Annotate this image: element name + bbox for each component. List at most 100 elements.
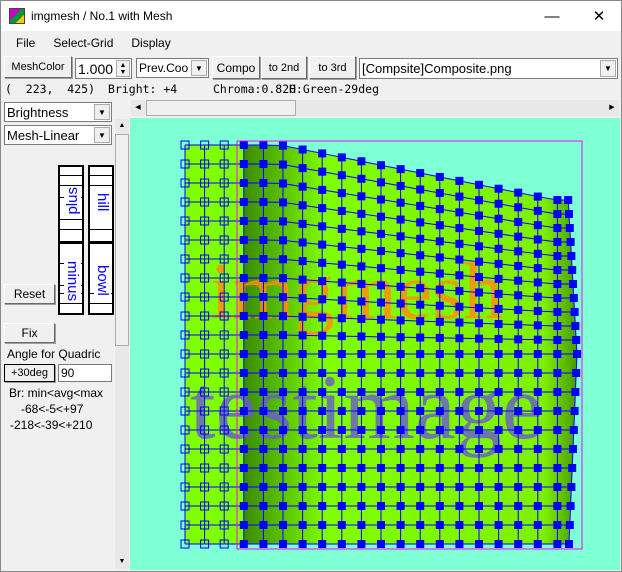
mesh-control-point[interactable]: [279, 160, 287, 169]
mesh-control-point[interactable]: [435, 521, 444, 529]
mesh-control-point[interactable]: [553, 502, 562, 510]
mesh-control-point[interactable]: [219, 311, 229, 321]
mesh-control-point[interactable]: [259, 179, 268, 187]
mesh-control-point[interactable]: [533, 521, 542, 529]
mesh-control-point[interactable]: [219, 482, 229, 492]
mesh-control-point[interactable]: [494, 483, 503, 491]
mesh-control-point[interactable]: [396, 299, 405, 308]
mesh-color-button[interactable]: MeshColor: [4, 56, 72, 78]
mesh-control-point[interactable]: [337, 464, 346, 472]
mesh-control-point[interactable]: [219, 406, 229, 416]
mesh-control-point[interactable]: [533, 426, 542, 434]
mesh-control-point[interactable]: [533, 388, 542, 396]
mesh-control-point[interactable]: [200, 235, 210, 245]
mesh-control-point[interactable]: [377, 298, 385, 307]
mesh-control-point[interactable]: [180, 501, 190, 511]
mesh-control-point[interactable]: [337, 483, 346, 491]
mesh-control-point[interactable]: [279, 217, 287, 226]
mesh-control-point[interactable]: [494, 407, 503, 415]
mesh-control-point[interactable]: [377, 332, 385, 341]
mesh-control-point[interactable]: [455, 369, 464, 377]
mesh-control-point[interactable]: [533, 206, 542, 215]
mesh-control-point[interactable]: [318, 502, 327, 510]
mesh-control-point[interactable]: [337, 171, 346, 180]
mesh-control-point[interactable]: [553, 445, 562, 453]
mesh-control-point[interactable]: [571, 322, 580, 330]
mesh-control-point[interactable]: [298, 201, 307, 210]
mesh-control-point[interactable]: [435, 350, 444, 358]
mesh-control-point[interactable]: [219, 387, 229, 397]
mesh-control-point[interactable]: [568, 266, 577, 274]
mesh-control-point[interactable]: [298, 521, 307, 529]
mesh-control-point[interactable]: [570, 308, 579, 316]
mesh-control-point[interactable]: [337, 502, 346, 510]
mesh-control-point[interactable]: [298, 164, 307, 173]
mesh-control-point[interactable]: [298, 407, 307, 415]
mesh-control-point[interactable]: [475, 483, 483, 491]
mesh-control-point[interactable]: [494, 184, 503, 193]
mesh-control-point[interactable]: [357, 244, 366, 253]
mesh-control-point[interactable]: [572, 336, 581, 344]
mesh-control-point[interactable]: [219, 330, 229, 340]
mesh-control-point[interactable]: [279, 198, 287, 207]
mesh-control-point[interactable]: [475, 211, 483, 220]
mesh-control-point[interactable]: [455, 334, 464, 343]
mesh-control-point[interactable]: [180, 368, 190, 378]
mesh-control-point[interactable]: [180, 520, 190, 530]
hill-bowl-slider[interactable]: hill bowl: [88, 165, 114, 315]
mesh-control-point[interactable]: [567, 252, 576, 260]
mesh-control-point[interactable]: [416, 483, 425, 491]
compo-button[interactable]: Compo: [212, 56, 260, 79]
mesh-control-point[interactable]: [318, 369, 327, 377]
mesh-control-point[interactable]: [573, 350, 581, 358]
mesh-control-point[interactable]: [514, 291, 523, 300]
mesh-control-point[interactable]: [435, 285, 444, 294]
mesh-control-point[interactable]: [357, 157, 366, 166]
mesh-grid[interactable]: [180, 140, 581, 549]
mesh-control-point[interactable]: [416, 502, 425, 510]
mesh-control-point[interactable]: [318, 185, 327, 194]
mesh-control-point[interactable]: [494, 521, 503, 529]
mesh-control-point[interactable]: [435, 189, 444, 198]
mesh-control-point[interactable]: [377, 426, 385, 434]
mesh-control-point[interactable]: [239, 236, 248, 244]
mesh-control-point[interactable]: [180, 197, 190, 207]
mesh-control-point[interactable]: [396, 198, 405, 207]
mesh-control-point[interactable]: [494, 319, 503, 328]
mesh-control-point[interactable]: [566, 238, 575, 246]
mesh-control-point[interactable]: [219, 254, 229, 264]
mesh-control-point[interactable]: [435, 269, 444, 278]
mesh-control-point[interactable]: [357, 350, 366, 358]
mesh-control-point[interactable]: [318, 464, 327, 472]
mesh-control-point[interactable]: [514, 276, 523, 285]
mesh-control-point[interactable]: [180, 482, 190, 492]
mesh-control-point[interactable]: [514, 203, 523, 212]
mesh-control-point[interactable]: [200, 349, 210, 359]
mesh-control-point[interactable]: [279, 464, 287, 472]
mesh-control-point[interactable]: [239, 312, 248, 320]
mesh-control-point[interactable]: [514, 483, 523, 491]
mesh-control-point[interactable]: [219, 368, 229, 378]
mesh-control-point[interactable]: [357, 279, 366, 288]
mesh-control-point[interactable]: [435, 333, 444, 342]
mesh-control-point[interactable]: [279, 236, 287, 245]
mesh-control-point[interactable]: [494, 464, 503, 472]
mesh-control-point[interactable]: [435, 253, 444, 262]
mesh-control-point[interactable]: [416, 426, 425, 434]
mesh-control-point[interactable]: [219, 140, 229, 150]
mesh-control-point[interactable]: [279, 407, 287, 415]
mesh-control-point[interactable]: [435, 502, 444, 510]
mesh-control-point[interactable]: [570, 407, 579, 415]
mesh-control-point[interactable]: [455, 483, 464, 491]
mesh-control-point[interactable]: [553, 350, 562, 358]
mesh-control-point[interactable]: [533, 502, 542, 510]
mesh-control-point[interactable]: [259, 160, 268, 168]
reset-button[interactable]: Reset: [4, 284, 55, 304]
mesh-control-point[interactable]: [279, 540, 287, 548]
mesh-control-point[interactable]: [416, 407, 425, 415]
mesh-control-point[interactable]: [200, 254, 210, 264]
mesh-control-point[interactable]: [377, 161, 385, 170]
mesh-control-point[interactable]: [298, 540, 307, 548]
mesh-control-point[interactable]: [494, 199, 503, 208]
mesh-control-point[interactable]: [416, 521, 425, 529]
